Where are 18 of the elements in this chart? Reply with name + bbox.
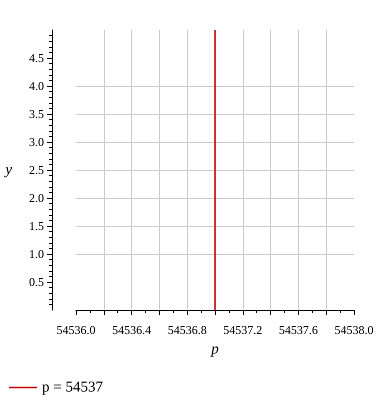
x-tick-label: 54536.4 — [112, 323, 152, 337]
x-tick-label: 54537.2 — [223, 323, 262, 337]
x-tick-label: 54536.8 — [168, 323, 207, 337]
y-tick-label: 2.5 — [29, 163, 44, 177]
y-axis-title: y — [3, 162, 12, 178]
x-axis-title: p — [210, 342, 220, 358]
y-tick-label: 1.0 — [29, 247, 44, 261]
y-tick-label: 4.5 — [29, 51, 44, 65]
y-tick-label: 0.5 — [29, 275, 44, 289]
legend-label: p = 54537 — [42, 380, 104, 396]
x-tick-label: 54538.0 — [334, 323, 374, 337]
y-tick-label: 2.0 — [29, 191, 44, 205]
x-tick-label: 54536.0 — [56, 323, 96, 337]
y-tick-label: 1.5 — [29, 219, 44, 233]
y-tick-label: 3.0 — [29, 135, 44, 149]
y-tick-label: 4.0 — [29, 79, 44, 93]
y-tick-label: 3.5 — [29, 107, 44, 121]
x-tick-label: 54537.6 — [278, 323, 318, 337]
